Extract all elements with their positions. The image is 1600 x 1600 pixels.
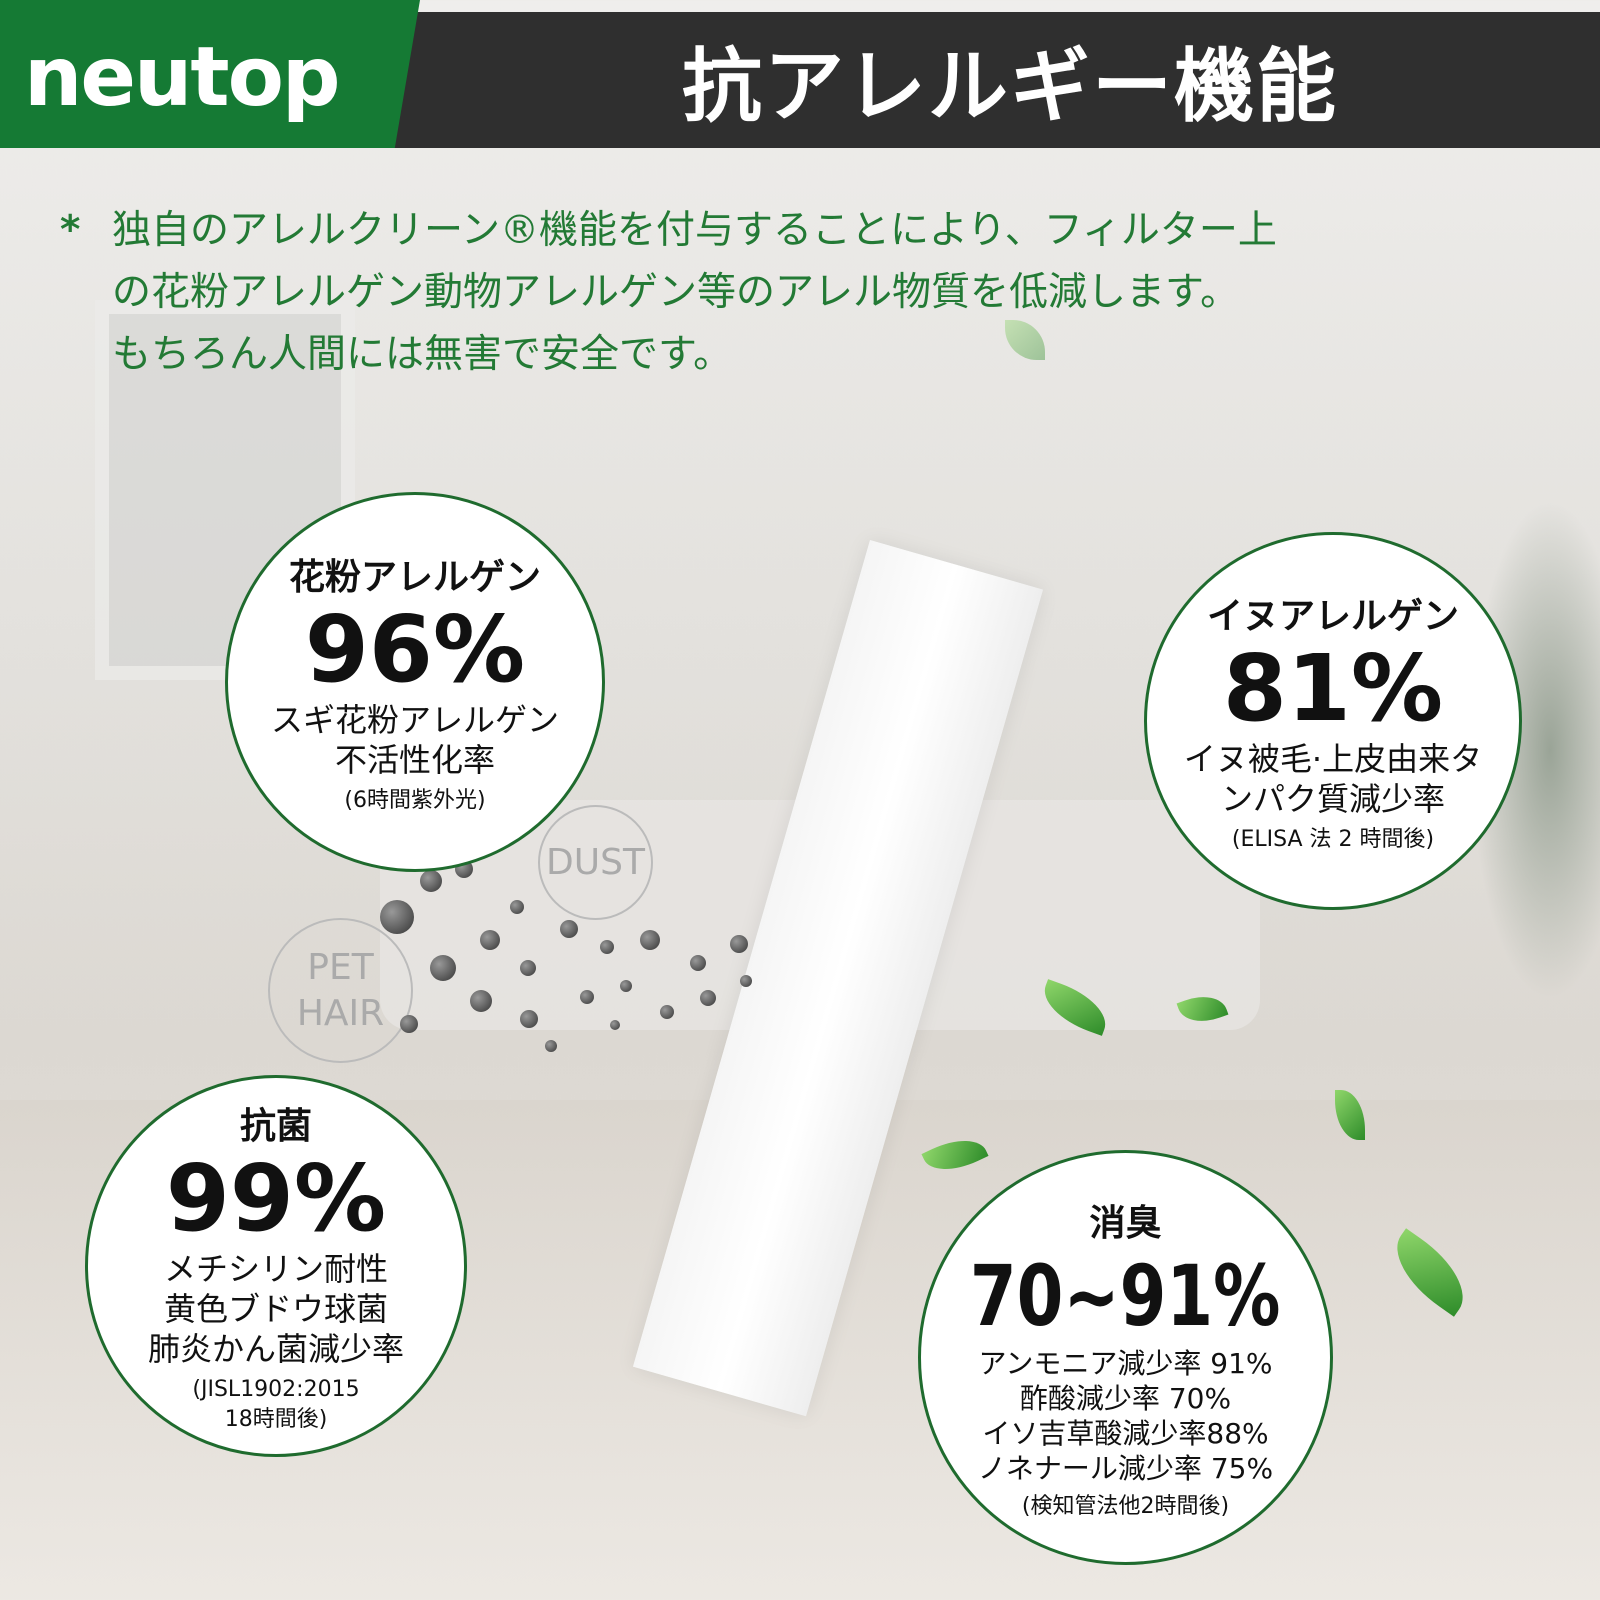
dust-particle — [660, 1005, 674, 1019]
stat-desc: スギ花粉アレルゲン — [270, 701, 559, 739]
hair-label: HAIR — [296, 992, 385, 1034]
stat-heading: 抗菌 — [239, 1106, 312, 1147]
dust-particle — [690, 955, 706, 971]
dust-particle — [480, 930, 500, 950]
stat-circle-dog: イヌアレルゲン 81% イヌ被毛·上皮由来タ ンパク質減少率 (ELISA 法 … — [1144, 532, 1522, 910]
stat-note: (ELISA 法 2 時間後) — [1231, 827, 1435, 852]
pet-hair-tag: PET HAIR — [268, 918, 413, 1063]
dust-particle — [470, 990, 492, 1012]
stat-heading: 消臭 — [1089, 1202, 1162, 1244]
dust-particle — [430, 955, 456, 981]
dust-particle — [545, 1040, 557, 1052]
stat-desc: イヌ被毛·上皮由来タ — [1183, 740, 1483, 778]
stat-circle-pollen: 花粉アレルゲン 96% スギ花粉アレルゲン 不活性化率 (6時間紫外光) — [225, 492, 605, 872]
dust-particle — [520, 1010, 538, 1028]
background-window — [95, 300, 355, 680]
page-title: 抗アレルギー機能 — [682, 40, 1338, 133]
stat-desc: 不活性化率 — [334, 741, 495, 779]
dust-particle — [610, 1020, 620, 1030]
dust-particle — [700, 990, 716, 1006]
stat-value: 99% — [165, 1145, 387, 1252]
stat-note: (6時間紫外光) — [344, 788, 486, 813]
stat-circle-deodorize: 消臭 70~91% アンモニア減少率 91% 酢酸減少率 70% イソ吉草酸減少… — [918, 1150, 1333, 1565]
stat-desc: ノネナール減少率 75% — [977, 1451, 1274, 1485]
dust-particle — [380, 900, 414, 934]
intro-line: の花粉アレルゲン動物アレルゲン等のアレル物質を低減します。 — [112, 270, 1240, 315]
dust-particle — [580, 990, 594, 1004]
stat-desc: メチシリン耐性 — [163, 1250, 388, 1288]
stat-note: 18時間後) — [224, 1407, 328, 1432]
stat-desc: アンモニア減少率 91% — [978, 1346, 1273, 1380]
stat-note: (JISL1902:2015 — [192, 1377, 360, 1402]
dust-label: DUST — [546, 841, 645, 883]
bullet-star-icon: * — [60, 208, 81, 253]
dust-particle — [620, 980, 632, 992]
dust-particle — [510, 900, 524, 914]
stat-value: 70~91% — [970, 1246, 1281, 1345]
logo-banner: neutop — [0, 0, 420, 148]
dust-tag: DUST — [538, 805, 653, 920]
dust-particle — [420, 870, 442, 892]
stat-desc: 黄色ブドウ球菌 — [163, 1290, 388, 1328]
dust-particle — [400, 1015, 418, 1033]
dust-particle — [740, 975, 752, 987]
stat-heading: 花粉アレルゲン — [288, 557, 541, 598]
intro-line: 独自のアレルクリーン®機能を付与することにより、フィルター上 — [112, 208, 1277, 253]
dust-particle — [640, 930, 660, 950]
stat-value: 96% — [304, 596, 526, 703]
dust-particle — [730, 935, 748, 953]
stat-desc: ンパク質減少率 — [1220, 780, 1445, 818]
stat-circle-antibacterial: 抗菌 99% メチシリン耐性 黄色ブドウ球菌 肺炎かん菌減少率 (JISL190… — [85, 1075, 467, 1457]
intro-text: * 独自のアレルクリーン®機能を付与することにより、フィルター上 の花粉アレルゲ… — [60, 200, 1277, 386]
intro-line: もちろん人間には無害で安全です。 — [112, 332, 733, 377]
stat-note: (検知管法他2時間後) — [1021, 1493, 1230, 1519]
pet-label: PET — [307, 946, 374, 988]
dust-particle — [520, 960, 536, 976]
stat-heading: イヌアレルゲン — [1206, 596, 1459, 637]
stat-value: 81% — [1222, 635, 1444, 742]
stat-desc: 酢酸減少率 70% — [1019, 1381, 1232, 1415]
stat-desc: 肺炎かん菌減少率 — [147, 1330, 404, 1368]
stat-desc: イソ吉草酸減少率88% — [982, 1416, 1269, 1450]
dust-particle — [560, 920, 578, 938]
dust-particle — [600, 940, 614, 954]
brand-logo: neutop — [24, 30, 341, 125]
